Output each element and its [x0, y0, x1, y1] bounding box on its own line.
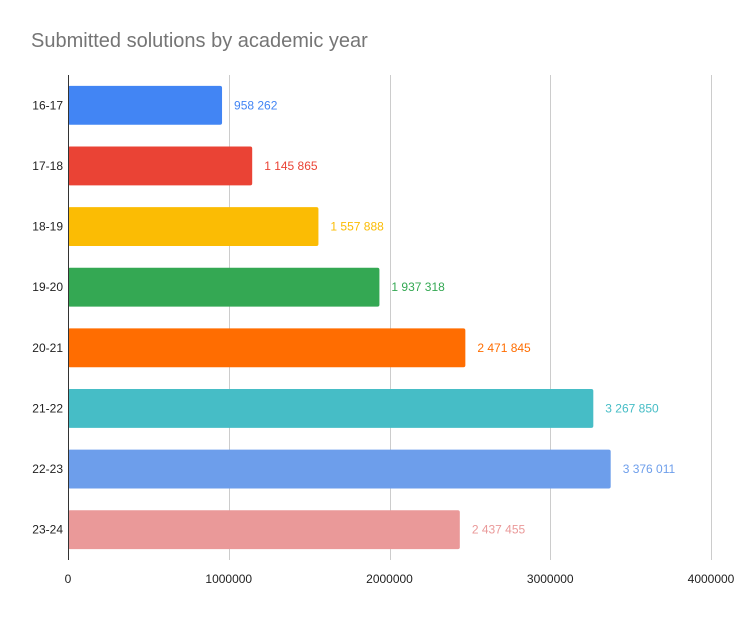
x-tick-label: 2000000	[366, 572, 413, 586]
bar	[68, 207, 319, 246]
data-label: 3 267 850	[605, 401, 659, 415]
y-tick-label: 16-17	[32, 98, 63, 112]
y-tick-label: 17-18	[32, 159, 63, 173]
x-tick-label: 1000000	[205, 572, 252, 586]
bar	[68, 510, 460, 550]
y-tick-label: 18-19	[32, 220, 63, 234]
data-label: 1 145 865	[264, 159, 318, 173]
bar	[68, 389, 594, 428]
data-label: 1 937 318	[391, 280, 445, 294]
bars	[68, 85, 611, 550]
chart-title: Submitted solutions by academic year	[31, 30, 368, 52]
axes: 0 1000000 2000000 3000000 4000000 16-17 17-18 1…	[32, 75, 735, 586]
y-tick-label: 22-23	[32, 462, 63, 476]
data-label: 958 262	[234, 98, 278, 112]
data-label: 2 437 455	[472, 523, 526, 537]
x-tick-label: 4000000	[688, 572, 735, 586]
data-label: 3 376 011	[623, 462, 676, 476]
bar	[68, 85, 223, 125]
y-tick-label: 19-20	[32, 280, 63, 294]
data-label: 2 471 845	[477, 341, 531, 355]
y-tick-label: 21-22	[32, 401, 63, 415]
x-tick-label: 0	[65, 572, 72, 586]
y-tick-label: 23-24	[32, 523, 63, 537]
data-label: 1 557 888	[330, 220, 384, 234]
y-tick-label: 20-21	[32, 341, 63, 355]
bar	[68, 146, 253, 186]
bar	[68, 328, 466, 368]
x-tick-label: 3000000	[527, 572, 574, 586]
data-labels: 958 262 1 145 865 1 557 888 1 937 318 2 471 …	[234, 98, 675, 536]
bar	[68, 449, 611, 489]
bar	[68, 267, 380, 307]
